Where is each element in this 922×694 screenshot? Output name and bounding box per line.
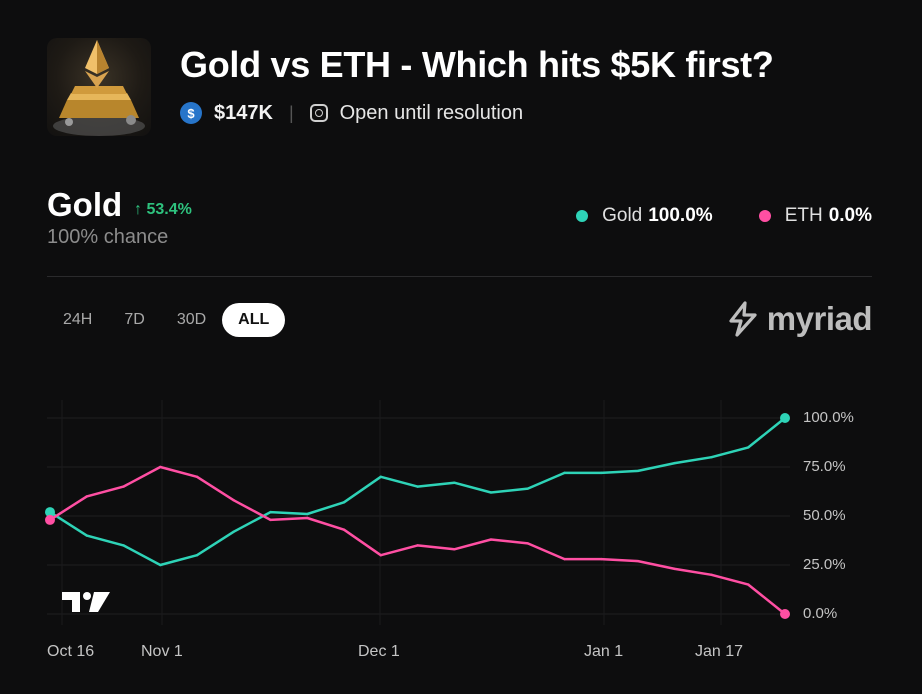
data-point-eth: [342, 528, 346, 531]
data-point-gold: [269, 510, 272, 514]
data-point-gold: [489, 491, 493, 494]
outcome-chance: 100% chance: [47, 226, 169, 248]
legend-label-eth: ETH: [784, 205, 823, 226]
x-tick-label: Oct 16: [47, 643, 95, 660]
legend-item-gold[interactable]: Gold 100.0%: [576, 205, 713, 227]
y-tick-label: 50.0%: [803, 507, 846, 524]
legend-item-eth[interactable]: ETH 0.0%: [758, 205, 872, 227]
data-point-eth: [489, 538, 493, 541]
data-point-gold: [563, 471, 566, 475]
series-line-gold: [49, 417, 786, 567]
time-range-selector: 24H 7D 30D ALL: [47, 303, 286, 337]
data-point-gold: [600, 471, 603, 475]
market-title: Gold vs ETH - Which hits $5K first?: [180, 44, 774, 85]
data-point-gold: [636, 469, 640, 473]
y-tick-label: 0.0%: [803, 605, 838, 622]
data-point-eth: [306, 516, 309, 520]
data-point-eth: [673, 567, 676, 571]
section-divider: [47, 276, 872, 277]
data-point-gold: [379, 475, 382, 478]
x-tick-label: Dec 1: [358, 643, 400, 660]
outcome-change: ↑ 53.4%: [134, 201, 192, 218]
y-tick-label: 100.0%: [803, 409, 854, 426]
data-point-eth: [45, 514, 55, 525]
range-7d-button[interactable]: 7D: [124, 311, 145, 328]
data-point-eth: [159, 465, 162, 469]
legend-value-eth: 0.0%: [828, 205, 872, 226]
chart-legend: Gold 100.0% ETH 0.0%: [576, 205, 872, 227]
legend-label-gold: Gold: [602, 205, 643, 226]
data-point-eth: [232, 499, 235, 502]
myriad-brand: myriad: [727, 300, 873, 338]
data-point-gold: [122, 544, 125, 547]
myriad-logo-icon: [729, 301, 757, 337]
data-point-eth: [780, 609, 790, 619]
data-point-gold: [710, 456, 713, 459]
data-point-gold: [416, 485, 419, 488]
y-tick-label: 75.0%: [803, 458, 846, 475]
data-point-eth: [636, 559, 640, 563]
x-tick-label: Nov 1: [141, 643, 183, 660]
market-volume: $147K: [214, 101, 273, 124]
market-meta: $ $147K | Open until resolution: [180, 100, 523, 126]
data-point-gold: [526, 487, 529, 490]
data-point-gold: [232, 530, 235, 533]
legend-dot-gold: [576, 210, 589, 222]
data-point-eth: [747, 583, 750, 586]
eth-gold-image: [53, 40, 145, 136]
meta-divider: |: [288, 102, 294, 123]
brand-name: myriad: [766, 300, 873, 337]
market-status: Open until resolution: [339, 101, 524, 124]
data-point-gold: [159, 563, 162, 567]
data-point-eth: [710, 573, 713, 576]
data-point-eth: [526, 542, 529, 545]
data-point-gold: [195, 554, 199, 557]
range-24h-button[interactable]: 24H: [63, 311, 93, 328]
data-point-eth: [85, 495, 88, 498]
data-point-gold: [85, 534, 88, 537]
data-point-gold: [306, 512, 309, 516]
data-point-eth: [379, 554, 382, 557]
x-tick-label: Jan 1: [584, 643, 624, 660]
range-all-button[interactable]: ALL: [222, 303, 286, 337]
data-point-gold: [673, 461, 676, 465]
clock-icon: [309, 104, 328, 122]
legend-dot-eth: [758, 210, 771, 222]
data-point-eth: [122, 485, 125, 488]
x-tick-label: Jan 17: [695, 643, 744, 660]
data-point-eth: [195, 475, 199, 478]
data-point-eth: [563, 557, 566, 561]
data-point-gold: [45, 507, 55, 518]
data-point-eth: [453, 548, 456, 551]
data-point-gold: [780, 413, 790, 423]
legend-value-gold: 100.0%: [648, 205, 713, 226]
range-30d-button[interactable]: 30D: [176, 311, 207, 328]
data-point-gold: [747, 446, 750, 449]
data-point-gold: [453, 481, 456, 484]
data-point-gold: [342, 501, 346, 504]
usdc-coin-icon: $: [180, 102, 202, 124]
data-point-eth: [416, 544, 419, 547]
y-tick-label: 25.0%: [803, 556, 846, 573]
data-point-eth: [600, 557, 603, 561]
data-point-eth: [269, 518, 272, 522]
market-thumbnail: [47, 38, 151, 136]
selected-outcome-name: Gold: [47, 186, 123, 223]
tradingview-logo-icon: [60, 588, 112, 621]
series-line-eth: [49, 465, 786, 615]
